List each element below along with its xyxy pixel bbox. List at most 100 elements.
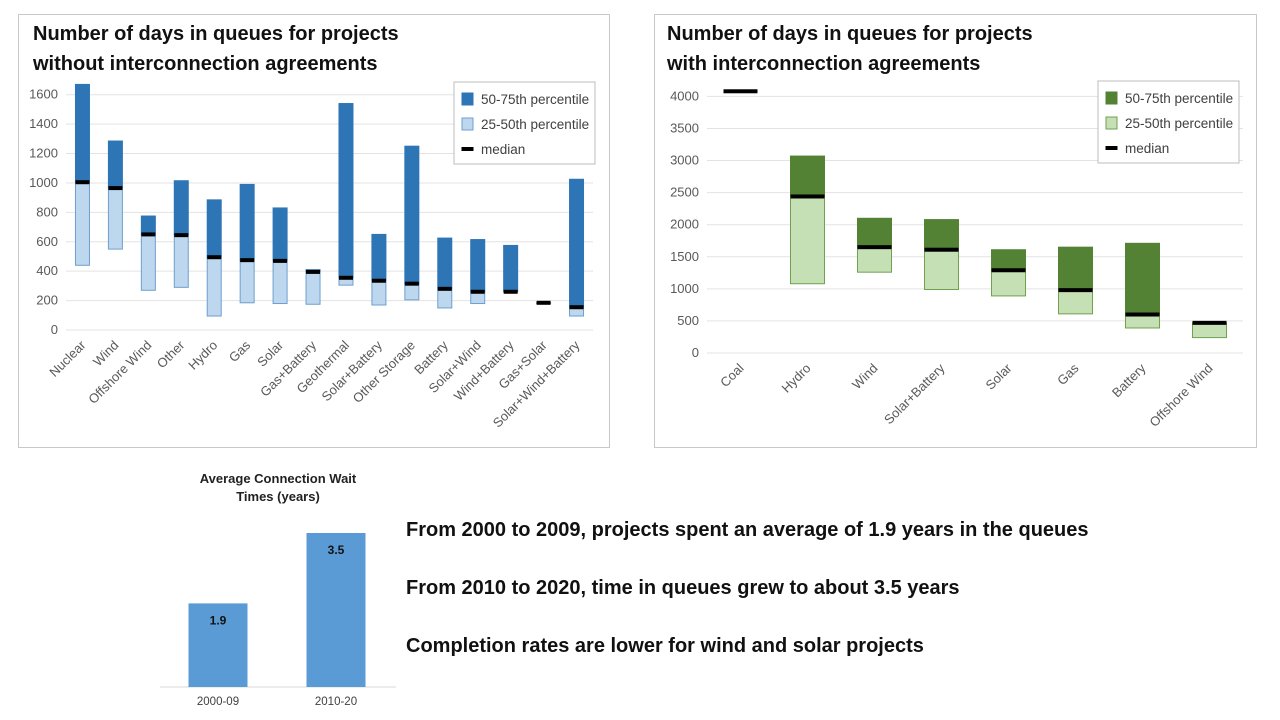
x-tick-label-2010-20: 2010-20 <box>315 696 357 708</box>
legend-swatch-median <box>461 147 474 151</box>
data-label-2010-20: 3.5 <box>328 543 345 557</box>
x-tick-label-wind: Wind <box>849 361 881 393</box>
chart-panel-with-agreements: Number of days in queues for projects wi… <box>654 14 1257 448</box>
x-tick-label-nuclear: Nuclear <box>46 337 89 380</box>
x-tick-label-2000-09: 2000-09 <box>197 696 239 708</box>
chart-title-without-agreements: Number of days in queues for projects wi… <box>23 17 443 83</box>
median-marker-geothermal <box>338 275 353 280</box>
median-marker-other <box>174 233 189 238</box>
average-wait-chart: 1.9 2000-09 3.5 2010-20 <box>160 533 396 708</box>
bar-lower-offshore-wind <box>140 233 156 291</box>
y-tick-label: 1000 <box>670 281 699 296</box>
y-tick-label: 400 <box>36 263 58 278</box>
statement-2000-2009: From 2000 to 2009, projects spent an ave… <box>406 519 1089 541</box>
median-marker-hydro <box>207 255 222 260</box>
bar-upper-nuclear <box>74 83 90 183</box>
chart-with-agreements: 0 500 1000 1500 2000 2500 3000 3500 4000 Coal Hydr… <box>670 80 1243 430</box>
y-tick-label: 3500 <box>670 120 699 135</box>
x-tick-label-hydro: Hydro <box>185 338 220 373</box>
bar-2000-09 <box>188 603 248 687</box>
median-marker-solar-wind <box>470 289 485 294</box>
bar-lower-solar-battery <box>371 280 387 306</box>
legend-label: median <box>481 142 525 157</box>
bar-lower-solar <box>272 260 288 305</box>
median-marker-coal <box>723 89 758 94</box>
bar-upper-solar-wind-battery <box>569 178 585 308</box>
median-marker-hydro <box>790 194 825 199</box>
statement-completion-rates: Completion rates are lower for wind and … <box>406 635 924 657</box>
bar-upper-wind <box>107 140 123 189</box>
x-tick-label-other: Other <box>154 337 188 371</box>
bar-upper-solar-wind <box>470 239 486 293</box>
median-marker-battery <box>437 286 452 291</box>
x-tick-label-hydro: Hydro <box>778 361 813 396</box>
legend-label: 25-50th percentile <box>481 117 589 132</box>
median-marker-wind <box>857 245 892 250</box>
chart-panel-without-agreements: Number of days in queues for projects wi… <box>18 14 610 448</box>
x-tick-label-coal: Coal <box>717 360 747 390</box>
median-marker-nuclear <box>75 180 90 185</box>
x-tick-label-solar: Solar <box>983 360 1016 393</box>
bar-upper-solar <box>272 207 288 262</box>
bar-lower-gas <box>239 259 255 304</box>
bar-upper-solar-battery <box>924 219 959 251</box>
legend-frame <box>1097 80 1240 164</box>
bar-upper-other <box>173 180 189 236</box>
bar-lower-other-storage <box>404 283 420 301</box>
median-marker-solar-battery <box>371 278 386 283</box>
legend-label: 25-50th percentile <box>1125 116 1233 131</box>
bar-upper-solar <box>991 249 1026 271</box>
y-tick-label: 500 <box>677 313 699 328</box>
median-marker-other-storage <box>404 281 419 286</box>
legend-swatch-upper <box>1105 91 1118 105</box>
bar-lower-hydro <box>790 195 825 285</box>
bar-upper-hydro <box>790 155 825 197</box>
median-marker-solar <box>273 258 288 263</box>
bar-lower-solar <box>991 269 1026 297</box>
x-tick-label-battery: Battery <box>1109 360 1149 400</box>
y-tick-label: 4000 <box>670 88 699 103</box>
bar-lower-gas-battery <box>305 271 321 305</box>
bar-lower-gas <box>1058 289 1093 315</box>
y-tick-label: 1500 <box>670 249 699 264</box>
legend-swatch-lower <box>461 117 474 131</box>
median-marker-gas <box>1058 288 1093 293</box>
y-tick-label: 1400 <box>29 116 58 131</box>
bar-upper-wind-battery <box>503 244 519 293</box>
legend-frame <box>453 81 596 165</box>
bar-upper-other-storage <box>404 145 420 285</box>
median-marker-wind <box>108 186 123 191</box>
legend: 50-75th percentile 25-50th percentile medi… <box>453 81 596 165</box>
bar-2010-20 <box>306 533 366 687</box>
bar-lower-offshore-wind <box>1192 322 1227 339</box>
average-wait-title-line-1: Average Connection Wait <box>199 471 357 486</box>
bar-upper-wind <box>857 217 892 248</box>
chart-title-with-agreements: Number of days in queues for projects wi… <box>657 17 1077 83</box>
bar-upper-hydro <box>206 199 222 258</box>
y-tick-label: 3000 <box>670 153 699 168</box>
chart-title-line-2: with interconnection agreements <box>667 53 981 75</box>
median-marker-gas-solar <box>536 300 551 305</box>
legend-label: median <box>1125 141 1169 156</box>
bar-upper-battery <box>1125 242 1160 316</box>
y-tick-label: 0 <box>51 322 58 337</box>
bar-lower-battery <box>1125 314 1160 329</box>
average-wait-chart-title: Average Connection Wait Times (years) <box>160 470 396 506</box>
chart-title-line-2: without interconnection agreements <box>33 53 378 75</box>
chart-title-line-1: Number of days in queues for projects <box>667 23 1033 45</box>
bar-upper-solar-battery <box>371 233 387 282</box>
y-tick-label: 1000 <box>29 175 58 190</box>
x-tick-label-offshore-wind: Offshore Wind <box>1146 361 1215 430</box>
bar-lower-solar-battery <box>924 249 959 290</box>
bar-upper-gas <box>239 183 255 261</box>
statement-2010-2020: From 2010 to 2020, time in queues grew t… <box>406 577 960 599</box>
bar-lower-wind <box>857 246 892 273</box>
y-tick-label: 2500 <box>670 185 699 200</box>
data-label-2000-09: 1.9 <box>210 613 227 627</box>
y-tick-label: 800 <box>36 204 58 219</box>
y-tick-label: 2000 <box>670 217 699 232</box>
median-marker-solar-wind-battery <box>569 305 584 310</box>
median-marker-solar <box>991 268 1026 273</box>
x-tick-label-solar-battery: Solar+Battery <box>881 360 948 427</box>
